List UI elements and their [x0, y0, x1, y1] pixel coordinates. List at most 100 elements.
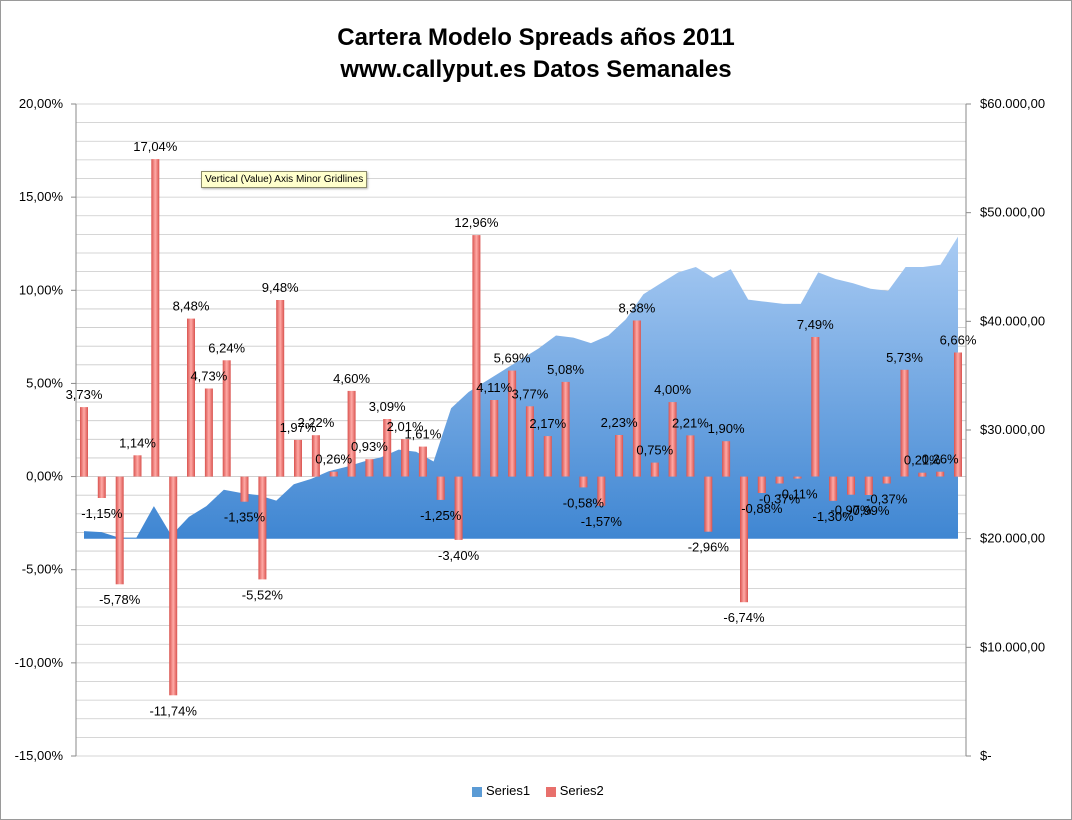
- series2-bar[interactable]: [365, 459, 374, 477]
- series2-bar[interactable]: [704, 476, 713, 532]
- data-label: -5,78%: [99, 592, 141, 607]
- series2-bar[interactable]: [383, 419, 392, 477]
- legend-item-series2[interactable]: Series2: [545, 783, 604, 798]
- data-label: 1,61%: [404, 427, 441, 442]
- series2-bar[interactable]: [97, 476, 106, 498]
- data-label: 8,38%: [618, 301, 655, 316]
- data-label: 1,90%: [708, 421, 745, 436]
- series2-bar[interactable]: [579, 476, 588, 488]
- series2-bar[interactable]: [882, 476, 891, 484]
- series2-bar[interactable]: [240, 476, 249, 502]
- series2-bar[interactable]: [561, 381, 570, 477]
- series2-bar[interactable]: [187, 318, 195, 477]
- series2-bar[interactable]: [740, 476, 748, 603]
- series2-bar[interactable]: [722, 441, 731, 477]
- right-tick-label: $30.000,00: [980, 422, 1045, 437]
- left-tick-label: 0,00%: [26, 469, 63, 484]
- series2-bar[interactable]: [936, 471, 945, 477]
- data-label: -11,74%: [149, 703, 197, 718]
- series2-bar[interactable]: [757, 476, 766, 493]
- data-label: 4,73%: [190, 369, 227, 384]
- series2-bar[interactable]: [169, 476, 178, 696]
- data-label: 4,00%: [654, 382, 691, 397]
- series2-bar[interactable]: [472, 235, 481, 477]
- data-label: 0,26%: [315, 452, 352, 467]
- left-tick-label: -5,00%: [22, 562, 64, 577]
- data-label: 9,48%: [262, 280, 299, 295]
- series2-bar[interactable]: [508, 370, 517, 477]
- data-label: 2,23%: [601, 415, 638, 430]
- series2-bar[interactable]: [80, 407, 88, 477]
- series2-bar[interactable]: [793, 476, 802, 479]
- data-label: -0,99%: [848, 503, 890, 518]
- data-label: 2,01%: [387, 419, 424, 434]
- data-label: -6,74%: [723, 610, 765, 625]
- chart-title-line1: Cartera Modelo Spreads años 2011: [337, 24, 735, 51]
- series1-area-path: [84, 236, 958, 539]
- data-label: 5,69%: [494, 351, 531, 366]
- legend-label-series2: Series2: [559, 783, 604, 798]
- data-label: -2,96%: [688, 540, 730, 555]
- series2-bar[interactable]: [276, 300, 285, 477]
- series2-bar[interactable]: [597, 476, 606, 506]
- data-label: -1,15%: [81, 506, 123, 521]
- data-label: -5,52%: [242, 587, 284, 602]
- series2-bar[interactable]: [294, 439, 302, 477]
- series1-area: [84, 236, 958, 539]
- data-label: 8,48%: [173, 299, 210, 314]
- series2-bar[interactable]: [954, 352, 962, 477]
- data-label: -1,25%: [420, 508, 462, 523]
- series2-bar[interactable]: [311, 435, 320, 477]
- series2-bar[interactable]: [847, 476, 855, 495]
- legend-swatch-series1: [472, 786, 482, 797]
- series2-bar[interactable]: [133, 455, 142, 477]
- data-label: 3,73%: [66, 387, 103, 402]
- series2-bar[interactable]: [329, 471, 338, 477]
- series2-bar[interactable]: [650, 462, 659, 477]
- data-label: -0,37%: [759, 492, 801, 507]
- data-label: 3,09%: [369, 399, 406, 414]
- series2-bar[interactable]: [401, 439, 410, 477]
- data-label: 6,24%: [208, 340, 245, 355]
- data-label: -1,57%: [581, 514, 623, 529]
- right-tick-label: $50.000,00: [980, 205, 1045, 220]
- series2-bar[interactable]: [543, 436, 552, 477]
- series2-bar[interactable]: [258, 476, 267, 580]
- right-tick-label: $20.000,00: [980, 531, 1045, 546]
- right-tick-label: $-: [980, 748, 992, 763]
- series2-bar[interactable]: [222, 360, 231, 477]
- data-label: 12,96%: [454, 215, 499, 230]
- legend: Series1 Series2: [472, 783, 616, 798]
- series2-bar[interactable]: [204, 388, 213, 477]
- series2-bar[interactable]: [811, 337, 820, 477]
- series2-bar[interactable]: [775, 476, 784, 484]
- series2-bar[interactable]: [864, 476, 873, 495]
- data-label: -3,40%: [438, 548, 480, 563]
- series2-bar[interactable]: [436, 476, 445, 500]
- series2-bar[interactable]: [686, 435, 695, 477]
- left-tick-label: -15,00%: [15, 748, 64, 763]
- left-tick-label: 20,00%: [19, 96, 64, 111]
- right-tick-label: $60.000,00: [980, 96, 1045, 111]
- series2-bar[interactable]: [490, 400, 499, 477]
- series2-bar[interactable]: [347, 390, 356, 477]
- data-label: 0,21%: [904, 453, 941, 468]
- data-label: -0,11%: [777, 487, 818, 502]
- series2-bar[interactable]: [115, 476, 124, 585]
- left-tick-label: 5,00%: [26, 375, 63, 390]
- series2-bar[interactable]: [900, 369, 909, 477]
- legend-item-series1[interactable]: Series1: [472, 783, 530, 798]
- series2-bar[interactable]: [918, 472, 927, 477]
- series2-bar[interactable]: [525, 406, 534, 477]
- series2-bar[interactable]: [615, 435, 624, 477]
- series2-bar[interactable]: [632, 320, 641, 477]
- data-label: -1,30%: [812, 509, 854, 524]
- series2-bar[interactable]: [668, 402, 677, 477]
- series2-bar[interactable]: [151, 159, 160, 477]
- series2-bar[interactable]: [454, 476, 463, 540]
- data-label: 2,22%: [297, 415, 334, 430]
- data-label: 17,04%: [133, 139, 178, 154]
- series2-bar[interactable]: [418, 446, 427, 477]
- series2-bar[interactable]: [829, 476, 838, 501]
